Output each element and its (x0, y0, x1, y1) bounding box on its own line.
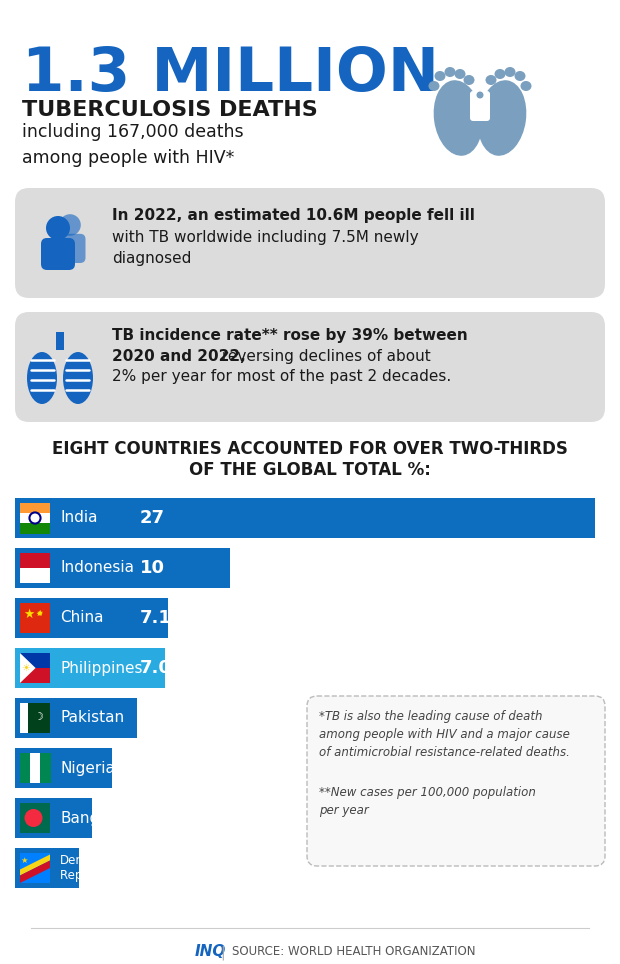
Polygon shape (20, 854, 50, 875)
Text: ☽: ☽ (35, 712, 45, 722)
Bar (15, 598, 167, 638)
Circle shape (30, 514, 40, 522)
Circle shape (25, 809, 43, 827)
Text: Pakistan: Pakistan (60, 710, 124, 726)
Bar (20, 513, 50, 523)
Text: 10: 10 (140, 559, 165, 577)
Text: ★: ★ (20, 856, 29, 865)
Text: 5.7: 5.7 (140, 709, 172, 727)
Text: 4.5: 4.5 (140, 759, 172, 777)
Text: Nigeria: Nigeria (60, 761, 115, 775)
Text: |: | (220, 946, 224, 960)
FancyBboxPatch shape (55, 234, 86, 263)
Bar (56, 332, 64, 350)
Bar (20, 603, 50, 633)
Text: 2020 and 2022,: 2020 and 2022, (112, 349, 246, 364)
Text: TB incidence rate** rose by 39% between: TB incidence rate** rose by 39% between (112, 328, 467, 343)
Text: **New cases per 100,000 population
per year: **New cases per 100,000 population per y… (319, 786, 536, 817)
Bar (20, 503, 50, 514)
Text: 3.6: 3.6 (140, 809, 172, 827)
Bar (20, 653, 50, 668)
Bar (20, 553, 50, 568)
Bar (15, 648, 166, 688)
Circle shape (29, 511, 42, 524)
Text: Democratic
Republic of Congo: Democratic Republic of Congo (60, 854, 167, 882)
Text: Bangladesh: Bangladesh (60, 811, 150, 825)
Text: 3.0: 3.0 (140, 859, 172, 877)
Bar (20, 703, 27, 733)
Ellipse shape (505, 67, 515, 77)
Text: China: China (60, 610, 104, 626)
Text: with TB worldwide including 7.5M newly
diagnosed: with TB worldwide including 7.5M newly d… (112, 230, 418, 266)
Ellipse shape (485, 75, 497, 85)
Bar (27, 703, 50, 733)
Text: including 167,000 deaths
among people with HIV*: including 167,000 deaths among people wi… (22, 123, 244, 168)
Bar (40, 753, 50, 783)
Text: TUBERCULOSIS DEATHS: TUBERCULOSIS DEATHS (22, 100, 317, 120)
Text: ☀: ☀ (21, 663, 30, 673)
Bar (15, 748, 112, 788)
Bar (15, 548, 230, 588)
Ellipse shape (454, 69, 466, 79)
Ellipse shape (464, 75, 474, 85)
FancyBboxPatch shape (41, 238, 75, 270)
Text: 7.1: 7.1 (140, 609, 172, 627)
Text: 2% per year for most of the past 2 decades.: 2% per year for most of the past 2 decad… (112, 369, 451, 384)
Ellipse shape (521, 81, 531, 91)
Text: ★: ★ (36, 611, 42, 617)
Bar (20, 523, 50, 533)
Bar (20, 853, 50, 883)
Text: ★: ★ (36, 611, 42, 617)
Text: India: India (60, 511, 97, 525)
Ellipse shape (433, 80, 482, 156)
Ellipse shape (428, 81, 440, 91)
Text: 27: 27 (140, 509, 165, 527)
Text: In 2022, an estimated 10.6M people fell ill: In 2022, an estimated 10.6M people fell … (112, 208, 475, 223)
Ellipse shape (63, 352, 93, 404)
Ellipse shape (27, 352, 57, 404)
Ellipse shape (495, 69, 505, 79)
Text: reversing declines of about: reversing declines of about (217, 349, 431, 364)
FancyBboxPatch shape (470, 91, 490, 121)
Bar (15, 798, 92, 838)
Ellipse shape (515, 71, 526, 81)
Ellipse shape (477, 80, 526, 156)
Text: EIGHT COUNTRIES ACCOUNTED FOR OVER TWO-THIRDS
OF THE GLOBAL TOTAL %:: EIGHT COUNTRIES ACCOUNTED FOR OVER TWO-T… (52, 440, 568, 479)
Bar (15, 848, 79, 888)
Text: INQ: INQ (195, 944, 226, 959)
Ellipse shape (435, 71, 446, 81)
Text: ★: ★ (24, 608, 35, 621)
Text: 7.0: 7.0 (140, 659, 172, 677)
Bar (15, 698, 138, 738)
Text: 1.3 MILLION: 1.3 MILLION (22, 45, 439, 104)
Bar (20, 753, 30, 783)
Polygon shape (20, 653, 35, 683)
Ellipse shape (445, 67, 456, 77)
Bar (20, 668, 50, 683)
Bar (30, 753, 40, 783)
FancyBboxPatch shape (15, 312, 605, 422)
Bar (20, 568, 50, 583)
Text: SOURCE: WORLD HEALTH ORGANIZATION: SOURCE: WORLD HEALTH ORGANIZATION (232, 945, 476, 958)
Text: ★: ★ (36, 610, 42, 616)
Text: ★: ★ (37, 609, 43, 616)
Circle shape (59, 214, 81, 236)
Bar (20, 803, 50, 833)
FancyBboxPatch shape (15, 188, 605, 298)
FancyBboxPatch shape (307, 696, 605, 866)
Text: Indonesia: Indonesia (60, 560, 134, 576)
Text: *TB is also the leading cause of death
among people with HIV and a major cause
o: *TB is also the leading cause of death a… (319, 710, 570, 759)
Polygon shape (20, 861, 50, 883)
Text: Philippines: Philippines (60, 660, 143, 676)
Circle shape (46, 216, 70, 240)
Bar (15, 498, 595, 538)
Circle shape (477, 92, 484, 98)
